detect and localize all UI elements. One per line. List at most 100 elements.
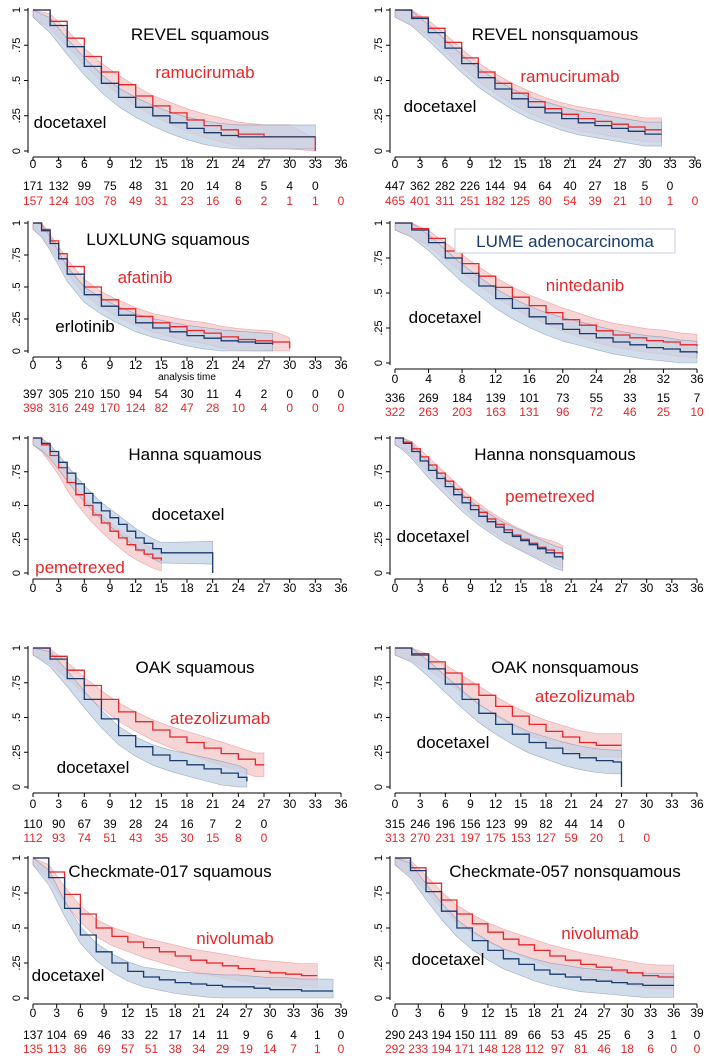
x-tick-label: 24	[590, 581, 604, 595]
at-risk-count: 175	[486, 831, 506, 845]
x-tick-label: 33	[644, 1006, 658, 1020]
x-tick-label: 6	[81, 358, 88, 372]
x-axis-label: analysis time	[158, 372, 216, 383]
y-tick-label: .25	[11, 532, 23, 547]
x-tick-label: 15	[514, 581, 528, 595]
at-risk-count: 49	[129, 194, 143, 208]
x-tick-label: 28	[623, 372, 637, 386]
at-risk-count: 46	[97, 1028, 111, 1042]
at-risk-count: 30	[180, 387, 194, 401]
series-label: docetaxel	[412, 950, 485, 969]
at-risk-count: 137	[23, 1028, 43, 1042]
x-tick-label: 9	[461, 1006, 468, 1020]
y-tick-label: .5	[373, 713, 385, 722]
at-risk-count: 398	[23, 401, 43, 415]
chart-title: OAK nonsquamous	[491, 658, 638, 677]
at-risk-count: 233	[408, 1042, 428, 1056]
at-risk-count: 55	[590, 391, 604, 405]
x-tick-label: 30	[283, 157, 297, 171]
x-tick-label: 33	[309, 157, 323, 171]
y-tick-label: .75	[373, 675, 385, 690]
at-risk-count: 163	[486, 405, 506, 419]
x-tick-label: 33	[309, 797, 323, 811]
y-tick-label: 1	[373, 435, 385, 441]
at-risk-count: 25	[597, 1028, 611, 1042]
at-risk-count: 67	[78, 817, 92, 831]
at-risk-count: 24	[155, 817, 169, 831]
x-tick-label: 36	[688, 157, 702, 171]
at-risk-count: 0	[694, 1042, 701, 1056]
x-tick-label: 9	[107, 157, 114, 171]
y-tick-label: 0	[373, 995, 385, 1001]
survival-curve	[395, 857, 674, 987]
x-tick-label: 3	[417, 157, 424, 171]
y-tick-label: .75	[373, 885, 385, 900]
x-tick-label: 8	[459, 372, 466, 386]
at-risk-count: 124	[49, 194, 69, 208]
at-risk-count: 15	[206, 831, 220, 845]
at-risk-count: 157	[23, 194, 43, 208]
at-risk-count: 16	[180, 817, 194, 831]
at-risk-count: 7	[209, 817, 216, 831]
at-risk-count: 103	[74, 194, 94, 208]
x-tick-label: 6	[442, 797, 449, 811]
at-risk-count: 226	[460, 179, 480, 193]
at-risk-count: 270	[410, 831, 430, 845]
at-risk-count: 2	[261, 387, 268, 401]
y-tick-label: 0	[11, 784, 23, 790]
at-risk-count: 66	[528, 1028, 542, 1042]
series-label: nivolumab	[196, 929, 274, 948]
at-risk-count: 40	[563, 179, 577, 193]
x-tick-label: 0	[30, 797, 37, 811]
x-tick-label: 16	[523, 372, 537, 386]
x-tick-label: 24	[590, 797, 604, 811]
x-tick-label: 21	[206, 581, 220, 595]
at-risk-count: 28	[129, 817, 143, 831]
at-risk-count: 1	[312, 194, 319, 208]
y-tick-label: 1	[11, 855, 23, 861]
at-risk-count: 292	[385, 1042, 405, 1056]
at-risk-count: 35	[155, 831, 169, 845]
at-risk-count: 322	[385, 405, 405, 419]
y-tick-label: 0	[11, 348, 23, 354]
x-tick-label: 30	[621, 1006, 635, 1020]
x-tick-label: 15	[514, 797, 528, 811]
at-risk-count: 14	[263, 1042, 277, 1056]
x-tick-label: 12	[129, 358, 143, 372]
at-risk-count: 4	[286, 179, 293, 193]
chart-title: Checkmate-017 squamous	[68, 862, 271, 881]
x-tick-label: 9	[107, 797, 114, 811]
x-tick-label: 27	[257, 797, 271, 811]
at-risk-count: 197	[460, 831, 480, 845]
x-tick-label: 21	[551, 1006, 565, 1020]
x-tick-label: 9	[467, 797, 474, 811]
y-tick-label: .75	[11, 675, 23, 690]
at-risk-count: 44	[564, 817, 578, 831]
at-risk-count: 0	[261, 831, 268, 845]
x-tick-label: 12	[489, 797, 503, 811]
at-risk-count: 78	[103, 194, 117, 208]
y-tick-label: .5	[11, 282, 23, 291]
at-risk-count: 72	[590, 405, 604, 419]
y-tick-label: .25	[373, 108, 385, 123]
at-risk-count: 112	[23, 831, 42, 845]
at-risk-count: 125	[510, 194, 530, 208]
series-label: nintedanib	[546, 276, 624, 295]
series-label: ramucirumab	[155, 63, 254, 82]
x-tick-label: 24	[574, 1006, 588, 1020]
at-risk-count: 251	[460, 194, 480, 208]
y-tick-label: 1	[11, 7, 23, 13]
x-tick-label: 30	[640, 581, 654, 595]
at-risk-count: 17	[168, 1028, 182, 1042]
x-tick-label: 0	[392, 581, 399, 595]
series-label: docetaxel	[397, 527, 470, 546]
y-tick-label: .5	[373, 288, 385, 297]
x-tick-label: 33	[665, 581, 679, 595]
at-risk-count: 28	[206, 401, 220, 415]
at-risk-count: 0	[694, 1028, 701, 1042]
at-risk-count: 20	[590, 831, 604, 845]
survival-curve	[33, 9, 316, 151]
